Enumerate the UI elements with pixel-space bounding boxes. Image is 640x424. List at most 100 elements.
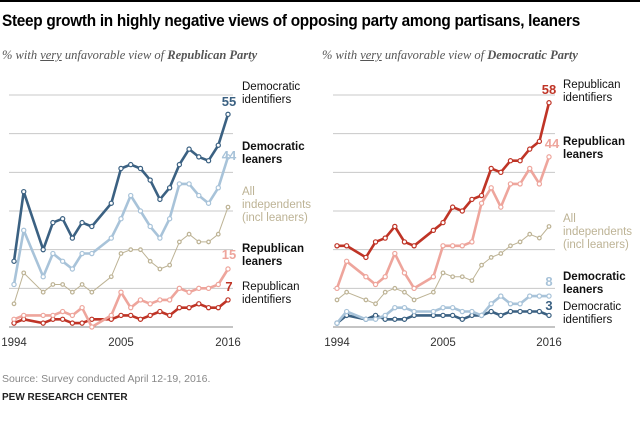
data-point xyxy=(147,301,153,307)
data-point xyxy=(79,219,85,226)
data-point xyxy=(79,320,85,326)
data-point xyxy=(507,158,514,164)
data-point xyxy=(147,258,153,264)
data-point xyxy=(128,192,134,199)
data-point xyxy=(527,231,533,237)
data-point xyxy=(205,158,212,164)
series-label-line: leaners xyxy=(563,149,603,161)
data-point xyxy=(176,285,183,292)
data-point xyxy=(196,301,202,307)
data-point xyxy=(89,250,95,257)
data-point xyxy=(166,312,173,319)
subtitle-party: Republican Party xyxy=(167,48,258,62)
subtitle-emphasis: very xyxy=(40,48,62,62)
series-label-line: identifiers xyxy=(563,92,612,104)
data-point xyxy=(392,223,398,230)
end-value-label: 15 xyxy=(222,247,236,262)
data-point xyxy=(498,169,504,176)
x-tick-label: 1994 xyxy=(1,337,27,349)
data-point xyxy=(186,181,192,187)
data-point xyxy=(186,146,192,152)
data-point xyxy=(79,282,85,287)
data-point xyxy=(176,161,183,168)
series-label: Republican identifiers xyxy=(242,281,300,306)
data-point xyxy=(401,239,408,245)
data-point xyxy=(128,161,134,168)
data-point xyxy=(118,312,124,319)
series-label-line: leaners xyxy=(563,284,603,296)
data-point xyxy=(392,316,398,322)
data-point xyxy=(128,247,134,253)
data-point xyxy=(225,266,231,272)
data-point xyxy=(478,312,485,319)
data-point xyxy=(517,301,523,307)
data-point xyxy=(469,239,475,245)
data-point xyxy=(440,312,446,319)
series-label: Democratic leaners xyxy=(242,141,305,166)
right-subtitle: % with very unfavorable view of Democrat… xyxy=(322,48,578,63)
data-point xyxy=(459,274,465,280)
data-point xyxy=(59,258,66,264)
data-point xyxy=(479,262,484,268)
data-point xyxy=(459,316,465,322)
data-point xyxy=(186,289,192,295)
subtitle-text: % with xyxy=(322,48,361,62)
data-point xyxy=(11,281,17,288)
data-point xyxy=(517,308,523,315)
data-point xyxy=(196,239,202,245)
data-point xyxy=(363,254,369,261)
data-point xyxy=(215,281,221,288)
left-subtitle: % with very unfavorable view of Republic… xyxy=(2,48,257,63)
data-point xyxy=(469,278,475,284)
data-point xyxy=(11,258,17,264)
end-value-label: 44 xyxy=(222,148,237,163)
data-point xyxy=(186,304,192,311)
subtitle-emphasis: very xyxy=(360,48,382,62)
data-point xyxy=(498,204,504,210)
series-label: Republican leaners xyxy=(242,243,304,268)
data-point xyxy=(527,293,533,299)
data-point xyxy=(205,285,212,292)
data-point xyxy=(488,301,494,307)
data-point xyxy=(108,200,114,206)
data-point xyxy=(215,304,221,311)
data-point xyxy=(50,250,56,257)
data-point xyxy=(401,316,408,322)
series-label-line: identifiers xyxy=(242,94,291,106)
data-point xyxy=(11,316,17,322)
data-point xyxy=(89,316,95,322)
data-point xyxy=(21,312,27,319)
series-label-line: Republican xyxy=(563,136,625,148)
data-point xyxy=(59,216,66,222)
series-label-line: Democratic xyxy=(242,141,305,153)
data-point xyxy=(225,297,231,303)
data-point xyxy=(11,301,17,307)
data-point xyxy=(157,308,163,315)
data-point xyxy=(478,192,485,199)
series-label: All independents (incl leaners) xyxy=(563,213,632,251)
data-point xyxy=(507,301,514,307)
data-point xyxy=(166,185,173,191)
series-label-line: leaners xyxy=(242,256,282,268)
data-point xyxy=(157,297,163,303)
data-point xyxy=(137,208,144,214)
data-point xyxy=(459,208,465,214)
series-label-line: Democratic xyxy=(563,301,621,313)
data-point xyxy=(430,289,436,295)
data-point xyxy=(60,282,66,287)
series-label: Republican leaners xyxy=(563,136,625,161)
data-point xyxy=(343,308,350,315)
data-point xyxy=(546,312,552,319)
data-point xyxy=(401,304,408,311)
series-label-line: Republican xyxy=(563,79,621,91)
x-tick-label: 2016 xyxy=(215,337,241,349)
data-point xyxy=(546,293,552,299)
data-point xyxy=(205,200,212,206)
data-point xyxy=(527,308,533,315)
data-point xyxy=(128,304,134,311)
data-point xyxy=(469,308,475,315)
data-point xyxy=(205,304,212,311)
data-point xyxy=(176,181,183,187)
data-point xyxy=(536,138,543,145)
data-point xyxy=(69,312,76,319)
